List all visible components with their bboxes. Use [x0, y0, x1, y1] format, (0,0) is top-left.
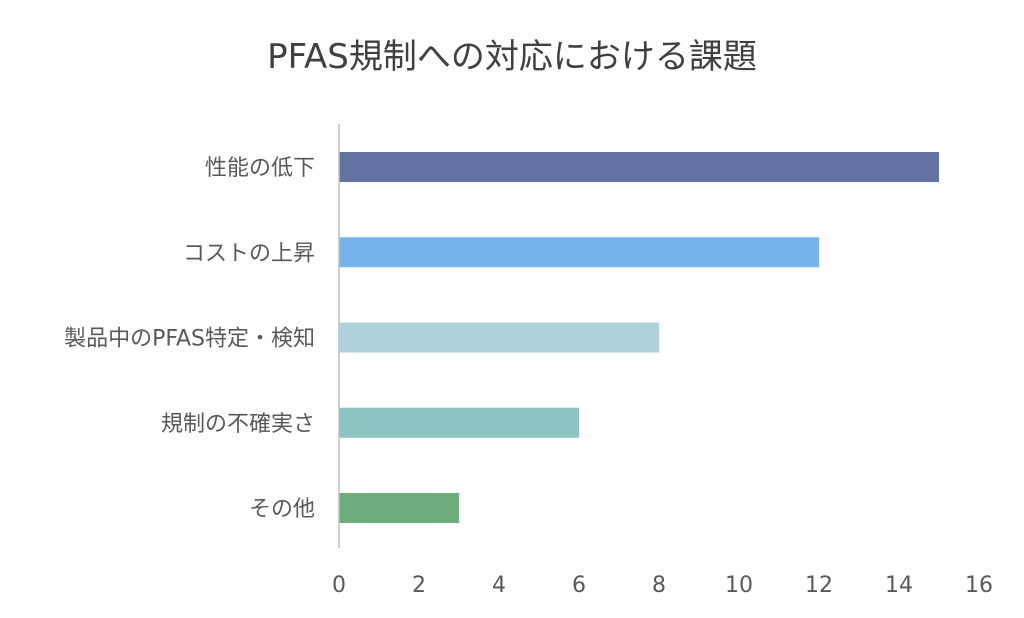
x-tick-label: 12 [805, 573, 833, 598]
category-label: コストの上昇 [183, 241, 315, 266]
bar-5 [339, 493, 459, 523]
category-label: 性能の低下 [205, 156, 315, 181]
x-tick-label: 2 [412, 573, 426, 598]
x-tick-label: 6 [572, 573, 586, 598]
x-tick-label: 0 [332, 573, 346, 598]
bar-1 [339, 152, 939, 182]
bar-3 [339, 322, 659, 353]
x-tick-label: 14 [885, 573, 913, 598]
chart-title: PFAS規制への対応における課題 [267, 37, 757, 77]
bars-group [339, 152, 939, 523]
bar-2 [339, 237, 819, 268]
category-label: 規制の不確実さ [161, 412, 315, 437]
x-tick-label: 10 [725, 573, 753, 598]
x-tick-label: 4 [492, 573, 506, 598]
category-label: 製品中のPFAS特定・検知 [64, 327, 315, 352]
x-tick-label: 8 [652, 573, 666, 598]
x-tick-labels: 0 2 4 6 8 10 12 14 16 [332, 573, 993, 598]
bar-4 [339, 407, 579, 438]
x-tick-label: 16 [965, 573, 993, 598]
category-label: その他 [249, 497, 315, 522]
